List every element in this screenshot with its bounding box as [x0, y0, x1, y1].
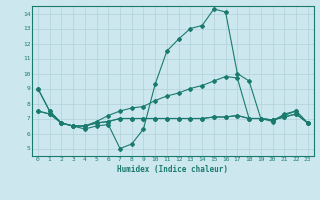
X-axis label: Humidex (Indice chaleur): Humidex (Indice chaleur) — [117, 165, 228, 174]
